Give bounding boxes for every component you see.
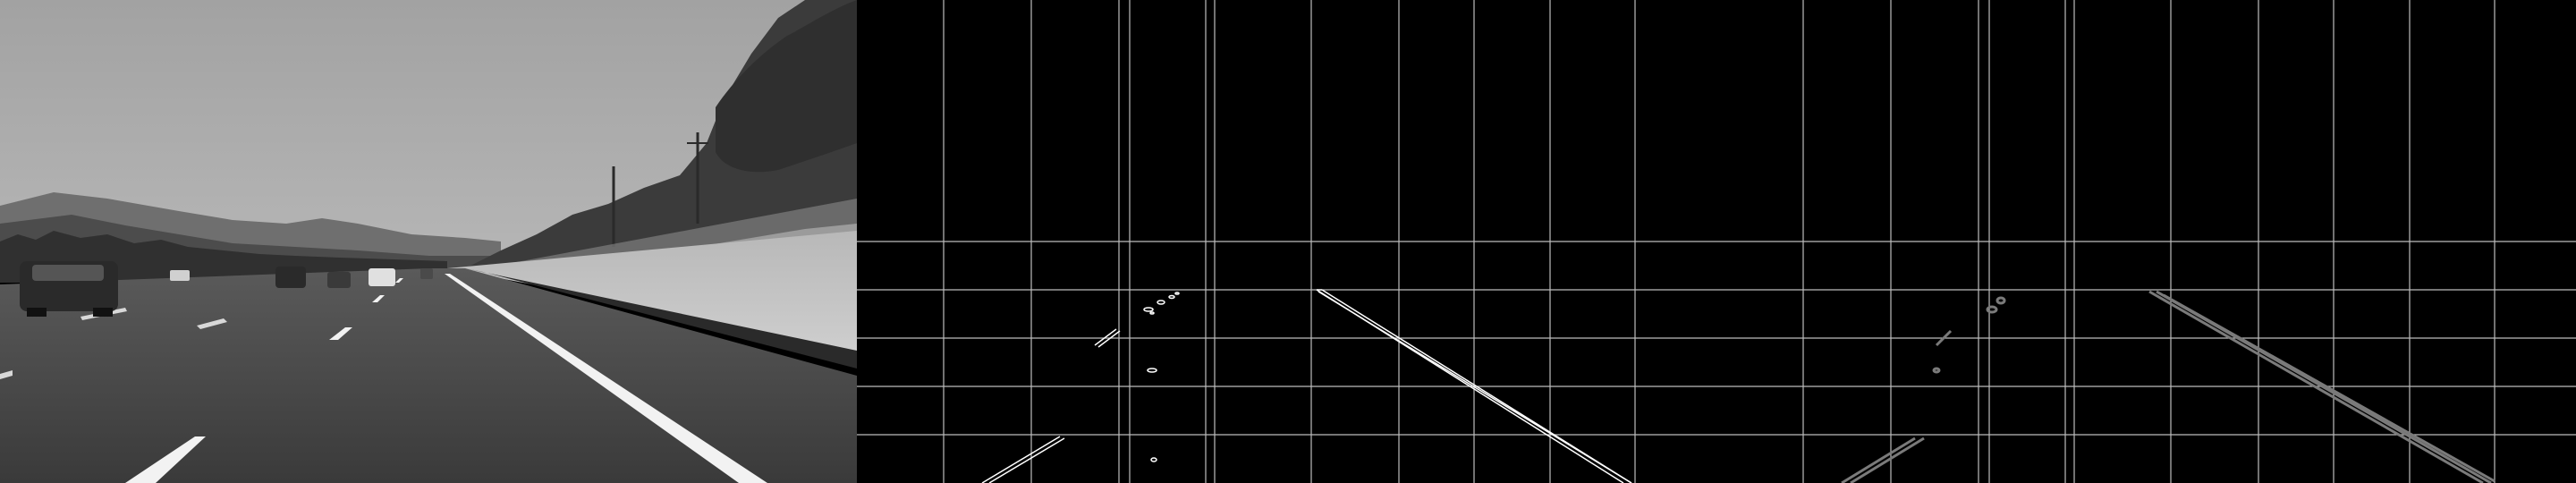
edge-detection-image xyxy=(857,0,1716,483)
masked-edges xyxy=(1841,290,2496,483)
fence xyxy=(483,199,857,274)
grayscale-road-image xyxy=(0,0,857,483)
grid-lines-2 xyxy=(1716,0,2576,483)
car-mid xyxy=(170,267,433,288)
edges xyxy=(981,289,1632,483)
edges-scene xyxy=(857,0,1716,483)
grid-lines xyxy=(857,0,1716,483)
car-left xyxy=(20,261,118,317)
dash-4 xyxy=(395,278,403,283)
masked-edges-image xyxy=(1716,0,2576,483)
dash-1 xyxy=(125,436,206,483)
solid-lane-line xyxy=(445,274,767,483)
dash-2 xyxy=(329,327,352,340)
dash-3 xyxy=(372,295,385,302)
right-shoulder xyxy=(447,231,857,358)
tree-canopy xyxy=(716,0,857,173)
overlay-scene xyxy=(1716,0,2576,483)
road-scene xyxy=(0,0,857,483)
